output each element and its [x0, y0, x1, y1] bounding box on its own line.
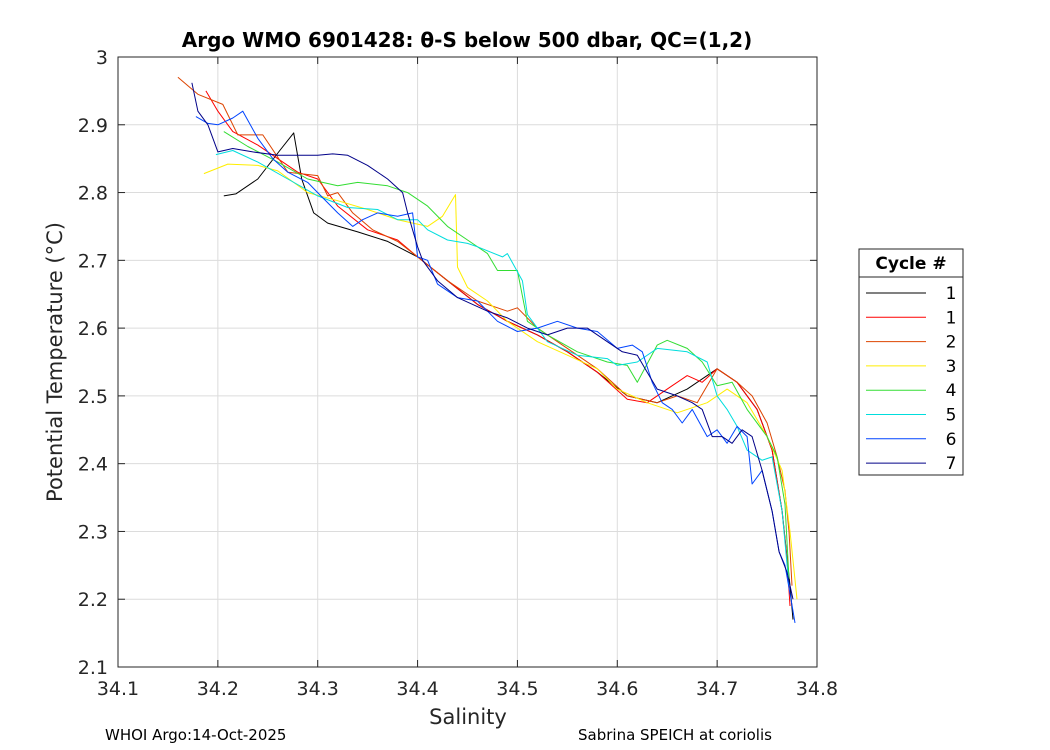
footer-left-credit: WHOI Argo:14-Oct-2025: [105, 726, 287, 744]
footer-right-credit: Sabrina SPEICH at coriolis: [578, 726, 772, 744]
y-tick-label: 2.5: [78, 386, 108, 408]
series-layer: [177, 76, 798, 623]
x-tick-label: 34.7: [696, 678, 738, 700]
x-tick-label: 34.2: [197, 678, 239, 700]
ticks: [117, 56, 818, 668]
legend-entry-label: 7: [946, 454, 957, 474]
chart-title: Argo WMO 6901428: θ-S below 500 dbar, QC…: [182, 28, 752, 52]
legend-title: Cycle #: [875, 254, 946, 274]
x-tick-label: 34.8: [796, 678, 838, 700]
x-tick-label: 34.5: [496, 678, 538, 700]
y-tick-label: 2.3: [78, 521, 108, 543]
grid: [118, 57, 817, 667]
axes-background: [118, 57, 817, 667]
legend-entry-label: 3: [946, 357, 957, 377]
x-tick-label: 34.4: [396, 678, 438, 700]
series-line-cycle-7-7: [191, 82, 794, 600]
series-line-cycle-1-1: [205, 90, 791, 607]
plot-area: 34.1 34.2 34.3 34.4 34.5 34.6 34.7 34.8 2.12.22…: [78, 47, 838, 700]
x-tick-label: 34.1: [97, 678, 139, 700]
axes-frame: [117, 56, 818, 668]
y-tick-label: 3: [96, 47, 108, 69]
y-tick-label: 2.4: [78, 454, 108, 476]
series-line-cycle-3-3: [203, 163, 798, 600]
y-axis-label: Potential Temperature (°C): [43, 222, 67, 502]
y-tick-label: 2.7: [78, 250, 108, 272]
series-line-cycle-6-6: [195, 110, 796, 623]
y-tick-label: 2.2: [78, 589, 108, 611]
y-tick-label: 2.1: [78, 657, 108, 679]
legend: Cycle # 1 1 2 3 4 5 6 7: [858, 248, 964, 476]
legend-box: [858, 248, 964, 476]
x-axis-label: Salinity: [429, 705, 507, 729]
y-tick-labels: 2.1 2.2 2.3 2.4 2.5 2.6 2.7 2.8 2.9 3: [78, 47, 108, 679]
x-tick-label: 34.3: [297, 678, 339, 700]
legend-entry-label: 1: [946, 308, 957, 328]
y-tick-label: 2.9: [78, 115, 108, 137]
series-line-cycle-2-2: [177, 76, 793, 586]
legend-entries: 1 1 2 3 4 5 6 7: [866, 284, 956, 474]
y-tick-label: 2.8: [78, 183, 108, 205]
x-tick-labels: 34.1 34.2 34.3 34.4 34.5 34.6 34.7 34.8: [97, 678, 838, 700]
legend-entry-label: 5: [946, 406, 957, 426]
x-tick-label: 34.6: [596, 678, 638, 700]
legend-entry-label: 6: [946, 430, 957, 450]
legend-entry-label: 2: [946, 333, 957, 353]
y-tick-label: 2.6: [78, 318, 108, 340]
legend-entry-label: 1: [946, 284, 957, 304]
series-line-cycle-5-5: [215, 150, 790, 586]
legend-entry-label: 4: [946, 381, 957, 401]
